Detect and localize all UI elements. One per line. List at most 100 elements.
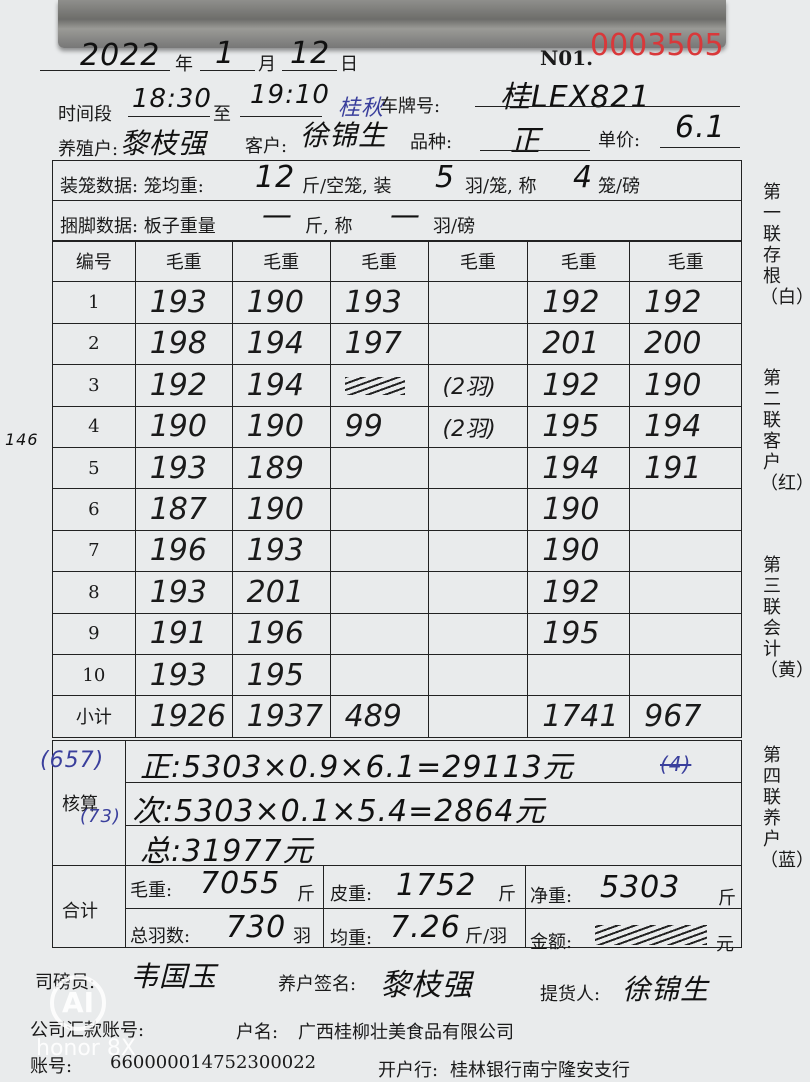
weight-cell: 190 [231, 281, 331, 324]
avg-value: 7.26 [390, 910, 461, 945]
gross-label: 毛重: [130, 880, 173, 901]
weight-cell [527, 653, 631, 697]
weight-cell: 190 [629, 364, 742, 407]
divider [125, 908, 742, 909]
calc-note-2: (73) [80, 806, 121, 827]
amount-unit: 元 [716, 934, 734, 955]
amount-crossed-out [595, 925, 707, 945]
divider [125, 782, 742, 783]
column-header-gross-weight: 毛重 [329, 239, 429, 283]
day-underline [282, 70, 337, 71]
time-from-underline [128, 116, 210, 117]
table-row: 8 193 201 192 [52, 571, 742, 614]
margin-note: 146 [5, 430, 39, 449]
divider [525, 865, 526, 948]
table-row: 2 198 194 197 201 200 [52, 322, 742, 366]
weight-cell: 198 [134, 322, 233, 366]
weight-cell: 193 [134, 653, 233, 697]
divider [323, 865, 324, 948]
divider [125, 825, 742, 826]
weight-cell: 194 [231, 322, 331, 366]
row-number: 4 [52, 405, 136, 448]
table-row: 3 192 194 (2羽) 192 190 [52, 364, 742, 407]
row-number: 6 [52, 488, 136, 531]
table-header-row: 编号 毛重 毛重 毛重 毛重 毛重 毛重 [52, 239, 742, 283]
farmer-label: 养殖户: [58, 139, 119, 160]
row-number: 3 [52, 364, 136, 407]
weight-cell [329, 571, 429, 614]
calc-side-note: (4) [660, 752, 692, 776]
weight-cell: 192 [134, 364, 233, 407]
row-number: 9 [52, 612, 136, 655]
month-label: 月 [258, 54, 276, 75]
weight-cell [427, 529, 529, 573]
metal-clipboard-clip [58, 0, 726, 48]
net-unit: 斤 [718, 888, 736, 909]
column-header-gross-weight: 毛重 [629, 239, 742, 283]
weight-cell: 192 [527, 571, 631, 614]
weight-cell: 195 [527, 405, 631, 448]
cage-birds: 5 [435, 160, 456, 195]
pickup-signature: 徐锦生 [622, 973, 710, 1006]
weight-cell: (2羽) [427, 405, 529, 448]
weight-cell [427, 322, 529, 366]
weight-cell: 194 [231, 364, 331, 407]
column-header-gross-weight: 毛重 [134, 239, 233, 283]
weight-cell: 196 [134, 529, 233, 573]
weight-cell [629, 571, 742, 614]
pickup-label: 提货人: [540, 984, 601, 1005]
weight-cell: 194 [527, 446, 631, 490]
cage-unit2: 羽/笼, 称 [465, 176, 537, 197]
count-label: 总羽数: [130, 926, 191, 947]
weight-cell [329, 488, 429, 531]
price-value: 6.1 [675, 110, 726, 145]
weight-cell: 190 [527, 529, 631, 573]
weight-cell [427, 653, 529, 697]
weight-cell: 193 [134, 281, 233, 324]
net-value: 5303 [600, 870, 681, 905]
weight-cell: 201 [527, 322, 631, 366]
table-row: 10 193 195 [52, 653, 742, 697]
farmer-sign-label: 养户签名: [278, 974, 357, 995]
gross-value: 7055 [200, 866, 281, 901]
serial-number: 0003505 [590, 28, 724, 63]
copy-label-3: 第三联会计（黄） [760, 555, 810, 681]
weight-cell: 196 [231, 612, 331, 655]
cage-count: 4 [573, 160, 594, 195]
count-value: 730 [226, 910, 287, 945]
weigher-signature: 韦国玉 [130, 960, 218, 993]
binding-v2: — [390, 198, 421, 233]
binding-label: 捆脚数据: 板子重量 [60, 216, 216, 237]
weight-cell [329, 446, 429, 490]
subtotal-label: 小计 [52, 695, 136, 738]
row-number: 10 [52, 653, 136, 697]
subtotal-cell: 489 [329, 695, 429, 738]
customer-label: 客户: [245, 136, 288, 157]
calc-total-box [52, 740, 742, 948]
copy-label-1: 第一联存根（白） [760, 182, 810, 308]
total-label: 合计 [62, 901, 98, 922]
column-header-gross-weight: 毛重 [527, 239, 631, 283]
binding-v1: — [262, 198, 293, 233]
table-row: 4 190 190 99 (2羽) 195 194 [52, 405, 742, 448]
weight-cell [629, 529, 742, 573]
subtotal-cell: 1741 [527, 695, 631, 738]
year-label: 年 [175, 54, 193, 75]
copy-label-4: 第四联养户（蓝） [760, 745, 810, 871]
ai-logo: AI [50, 975, 106, 1031]
breed-label: 品种: [410, 132, 453, 153]
calc-label: 核算 [62, 794, 98, 815]
subtotal-cell: 967 [629, 695, 742, 738]
weight-cell [329, 364, 429, 407]
binding-unit2: 羽/磅 [433, 216, 476, 237]
weight-cell [329, 612, 429, 655]
year-underline [40, 70, 170, 71]
weight-cell: 192 [629, 281, 742, 324]
price-label: 单价: [598, 130, 641, 151]
tare-value: 1752 [396, 868, 477, 903]
row-number: 7 [52, 529, 136, 573]
tare-unit: 斤 [498, 884, 516, 905]
cage-unit3: 笼/磅 [598, 176, 641, 197]
weight-cell: 193 [231, 529, 331, 573]
column-header-gross-weight: 毛重 [427, 239, 529, 283]
